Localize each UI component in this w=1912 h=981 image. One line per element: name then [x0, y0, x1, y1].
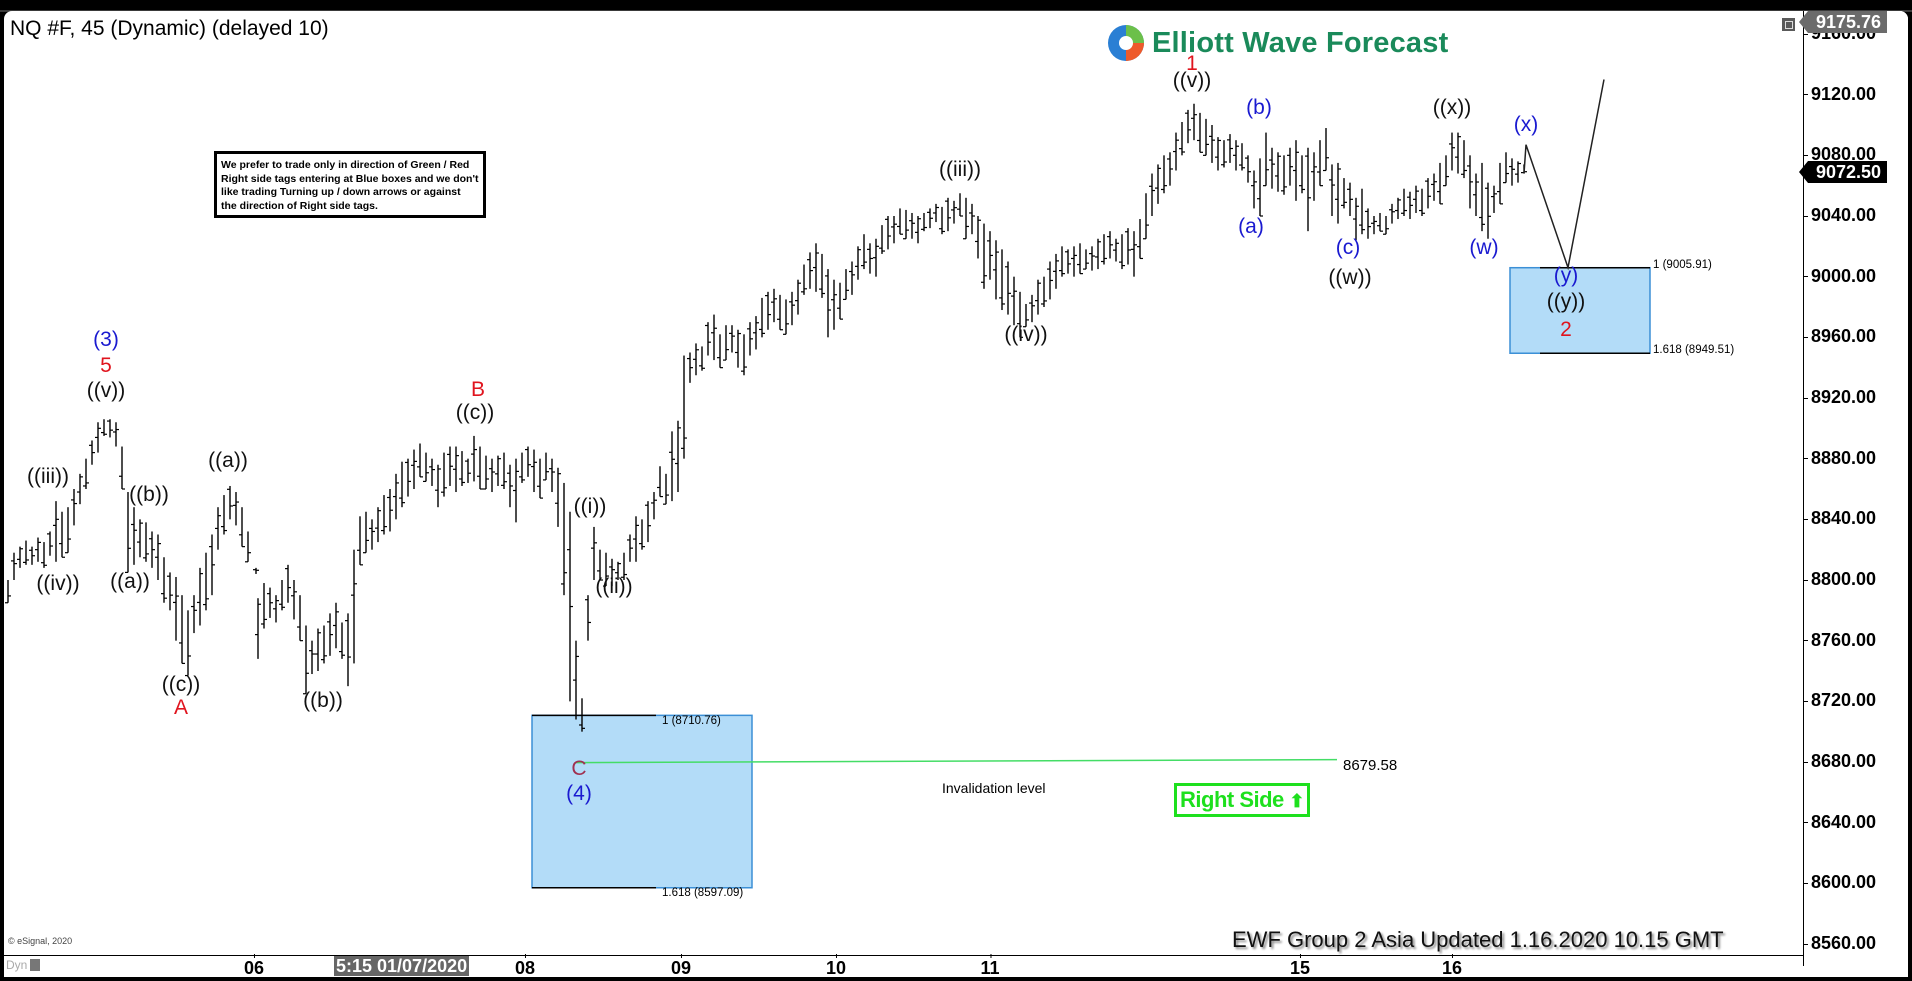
wave-label: (y): [1553, 264, 1579, 287]
wave-label: (c): [1335, 236, 1361, 259]
brand-logo: Elliott Wave Forecast: [1106, 23, 1448, 63]
price-tick: 8680.00: [1803, 751, 1876, 772]
wave-label: (b): [1246, 96, 1272, 119]
right-side-tag: Right Side ⬆: [1174, 783, 1310, 817]
price-tick: 8760.00: [1803, 630, 1876, 651]
price-tick: 8960.00: [1803, 326, 1876, 347]
trading-note: We prefer to trade only in direction of …: [214, 151, 486, 218]
wave-label: ((v)): [86, 379, 126, 402]
wave-label: A: [173, 696, 189, 719]
price-tick: 8880.00: [1803, 448, 1876, 469]
wave-label: (a): [1238, 215, 1264, 238]
wave-label: 5: [100, 354, 112, 377]
last-price-tag: 9072.50: [1798, 161, 1888, 183]
invalidation-label: Invalidation level: [942, 780, 1046, 796]
price-tick: 8800.00: [1803, 569, 1876, 590]
wave-label: ((iv)): [36, 572, 80, 595]
update-stamp: EWF Group 2 Asia Updated 1.16.2020 10.15…: [1232, 927, 1724, 952]
wave-label: B: [470, 378, 486, 401]
time-tick: 06: [243, 954, 265, 977]
fib-box-1-bottom-label: 1.618 (8597.09): [662, 887, 744, 899]
wave-label: ((y)): [1546, 290, 1586, 313]
price-tick: 9120.00: [1803, 84, 1876, 105]
time-tick: 09: [670, 954, 692, 977]
time-tick: 08: [514, 954, 536, 977]
cursor-date-label: 5:15 01/07/2020: [334, 956, 470, 976]
invalidation-line: [574, 758, 1338, 764]
wave-label: (3): [93, 328, 119, 351]
wave-label: ((i)): [573, 495, 607, 518]
time-tick: 10: [825, 954, 847, 977]
wave-label: ((iii)): [27, 465, 69, 488]
wave-label: ((b)): [303, 689, 343, 712]
wave-label: ((w)): [1328, 266, 1372, 289]
projection-path: [1523, 79, 1605, 271]
chart-title: NQ #F, 45 (Dynamic) (delayed 10): [10, 17, 329, 40]
wave-label: ((a)): [110, 570, 150, 593]
wave-label: ((b)): [129, 483, 169, 506]
time-tick: 11: [980, 954, 1000, 977]
fib-box-2-top-label: 1 (9005.91): [1653, 259, 1712, 271]
price-tick: 9080.00: [1803, 144, 1876, 165]
price-tick: 8840.00: [1803, 508, 1876, 529]
wave-label: ((c)): [455, 401, 495, 424]
ewf-logo-icon: [1108, 25, 1144, 61]
price-tick: 8920.00: [1803, 387, 1876, 408]
wave-label: 2: [1560, 318, 1572, 341]
fib-box-1-top-label: 1 (8710.76): [662, 715, 721, 727]
wave-label: (w): [1469, 236, 1499, 259]
window-top-border: [0, 0, 1912, 11]
restore-window-icon[interactable]: [1782, 18, 1795, 31]
time-tick: 16: [1441, 954, 1463, 977]
wave-label: ((ii)): [595, 575, 633, 598]
lock-icon[interactable]: [30, 959, 40, 971]
dynamic-label: Dyn: [6, 958, 28, 972]
wave-label: ((iii)): [939, 158, 981, 181]
invalidation-value: 8679.58: [1343, 757, 1398, 774]
price-tick: 8600.00: [1803, 872, 1876, 893]
price-tick: 8560.00: [1803, 933, 1876, 954]
price-chart-plot[interactable]: [4, 11, 1803, 955]
price-tick: 8640.00: [1803, 812, 1876, 833]
time-tick: 15: [1289, 954, 1311, 977]
wave-label: ((iv)): [1004, 323, 1048, 346]
wave-label: ((x)): [1432, 96, 1472, 119]
wave-label: ((v)): [1172, 69, 1212, 92]
wave-label: ((c)): [161, 673, 201, 696]
arrow-up-icon: ⬆: [1289, 791, 1304, 811]
copyright-text: © eSignal, 2020: [8, 936, 73, 946]
fib-zone-wave4: [531, 714, 753, 889]
wave-label: 1: [1186, 52, 1198, 75]
wave-label: (x): [1513, 113, 1539, 136]
right-side-label: Right Side: [1180, 787, 1284, 812]
wave-label: (4): [566, 782, 592, 805]
wave-label: ((a)): [208, 449, 248, 472]
fib-box-2-bottom-label: 1.618 (8949.51): [1653, 344, 1735, 356]
price-tick: 9000.00: [1803, 266, 1876, 287]
chart-window: NQ #F, 45 (Dynamic) (delayed 10) Elliott…: [4, 11, 1908, 977]
price-tick: 9040.00: [1803, 205, 1876, 226]
price-tick: 8720.00: [1803, 690, 1876, 711]
brand-name: Elliott Wave Forecast: [1152, 26, 1449, 59]
time-axis[interactable]: Dyn 06 08 09 10 11 15 16 5:15 01/07/2020: [4, 954, 1803, 977]
wave-label: C: [571, 757, 587, 780]
high-price-tag: 9175.76: [1798, 11, 1888, 33]
